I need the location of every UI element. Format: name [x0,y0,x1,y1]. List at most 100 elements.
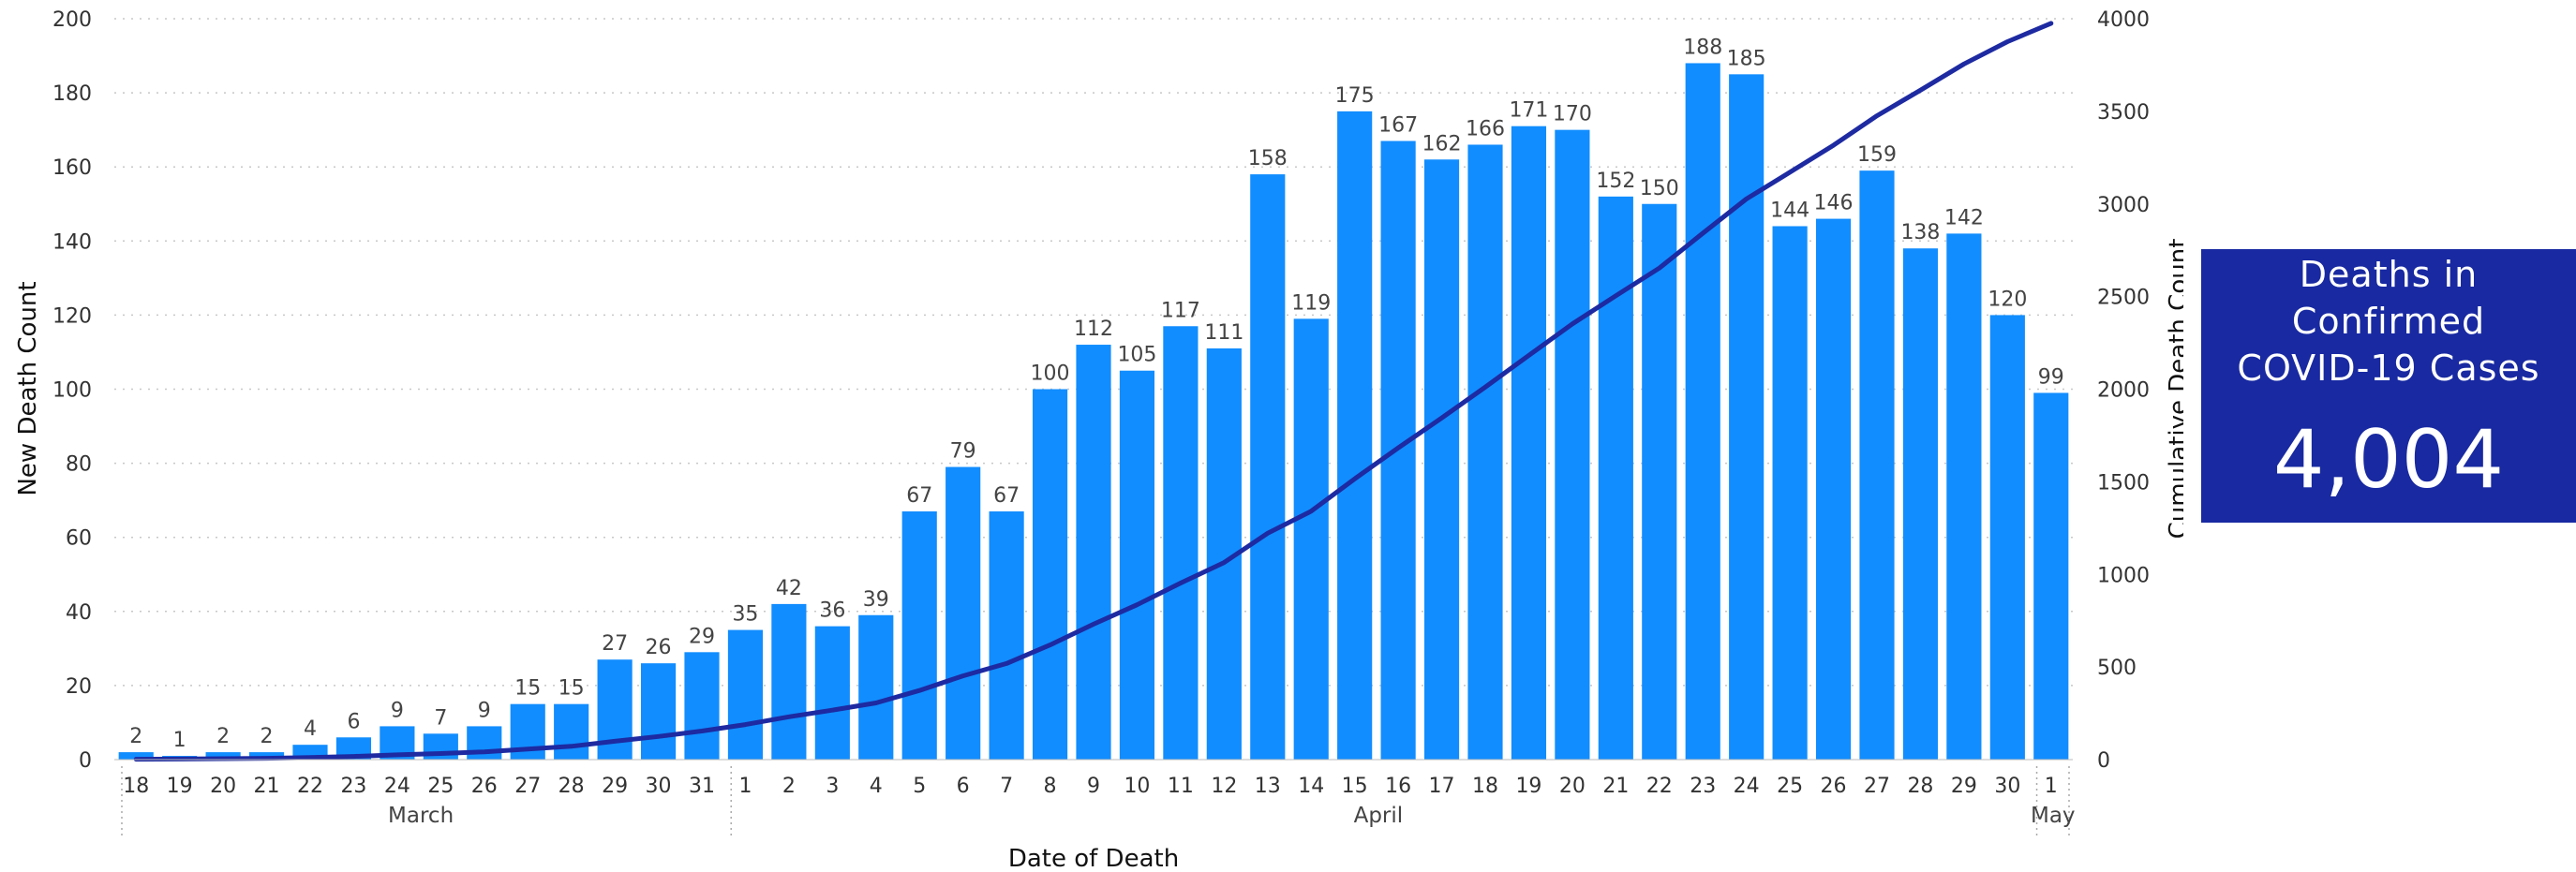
data-label: 138 [1900,221,1940,244]
data-label: 188 [1683,36,1722,59]
data-label: 170 [1553,103,1592,126]
bar [1032,389,1068,760]
bar [946,466,981,760]
kpi-title: Deaths in Confirmed COVID-19 Cases [2237,254,2540,389]
data-label: 146 [1814,192,1854,215]
bar [1685,63,1720,760]
data-label: 100 [1031,362,1070,386]
month-label: April [1354,804,1404,828]
y-tick-label: 20 [66,675,92,699]
x-tick-label: 29 [602,775,628,798]
data-label: 144 [1770,199,1809,222]
bar [1772,226,1808,761]
data-label: 67 [993,484,1020,508]
y2-tick-label: 500 [2097,657,2137,680]
bar [248,752,285,760]
cumulative-line [133,21,2054,762]
data-label: 150 [1640,177,1679,200]
month-label: May [2031,804,2076,828]
x-tick-label: 22 [1646,775,1673,798]
x-tick-label: 21 [1602,775,1629,798]
x-tick-label: 25 [427,775,454,798]
data-label: 152 [1596,170,1635,193]
x-tick-label: 12 [1211,775,1237,798]
y-tick-label: 0 [79,749,92,773]
bar [1337,111,1373,760]
data-label: 99 [2038,365,2064,389]
data-label: 105 [1117,344,1156,367]
data-label: 120 [1988,288,2027,311]
month-label: March [388,804,454,828]
x-tick-label: 26 [1821,775,1847,798]
y-tick-label: 60 [66,527,92,551]
y-tick-label: 100 [52,379,92,403]
bar [989,511,1024,760]
x-tick-label: 21 [254,775,280,798]
x-tick-label: 14 [1298,775,1324,798]
x-tick-label: 3 [826,775,839,798]
x-tick-label: 19 [167,775,193,798]
x-tick-label: 1 [2045,775,2058,798]
x-tick-label: 4 [870,775,883,798]
bar [1511,126,1547,760]
y2-tick-label: 2000 [2097,379,2150,403]
bar [1119,370,1155,760]
x-tick-label: 27 [1864,775,1890,798]
x-tick-label: 11 [1168,775,1194,798]
x-tick-label: 23 [340,775,366,798]
data-label: 112 [1074,318,1113,341]
y2-tick-label: 3000 [2097,194,2150,217]
data-label: 7 [434,706,447,730]
data-label: 159 [1857,143,1897,167]
data-label: 67 [906,484,932,508]
data-label: 29 [689,625,715,648]
y2-axis-title: Cumulative Death Count [2165,239,2183,539]
bar [205,752,241,760]
x-tick-label: 28 [558,775,585,798]
x-tick-label: 2 [782,775,796,798]
x-tick-label: 31 [689,775,715,798]
y-tick-label: 160 [52,156,92,180]
x-tick-label: 28 [1907,775,1933,798]
x-tick-label: 20 [1559,775,1586,798]
bar [1293,318,1329,760]
y2-tick-label: 4000 [2097,8,2150,32]
bar [1076,345,1111,760]
data-label: 9 [478,699,491,722]
x-tick-label: 6 [957,775,970,798]
data-label: 2 [216,725,230,748]
data-label: 158 [1248,147,1288,170]
x-tick-label: 7 [1000,775,1013,798]
y-tick-label: 140 [52,230,92,254]
x-tick-label: 20 [210,775,236,798]
bar [1423,159,1460,761]
data-label: 26 [646,636,672,659]
data-label: 4 [304,717,317,741]
x-tick-label: 30 [646,775,672,798]
data-label: 39 [863,588,889,612]
x-tick-label: 1 [738,775,752,798]
data-label: 111 [1204,321,1243,345]
y2-tick-label: 2500 [2097,287,2150,310]
x-tick-label: 24 [384,775,410,798]
bar [1729,74,1764,760]
bar [1989,315,2025,760]
x-axis-title: Date of Death [1008,845,1179,872]
data-label: 162 [1422,132,1462,155]
data-label: 42 [776,577,802,600]
bar [1815,218,1852,760]
bar [1946,233,1982,760]
data-label: 2 [129,725,142,748]
bar [1902,248,1939,761]
bar [1163,326,1199,760]
x-tick-label: 17 [1429,775,1455,798]
data-label: 15 [514,677,541,701]
x-tick-label: 22 [297,775,323,798]
y-axis-title: New Death Count [14,281,42,495]
kpi-value: 4,004 [2272,413,2505,507]
x-tick-label: 29 [1951,775,1977,798]
data-label: 167 [1378,114,1418,138]
bar [1598,196,1633,761]
data-label: 35 [732,603,758,627]
data-label: 117 [1161,299,1200,322]
